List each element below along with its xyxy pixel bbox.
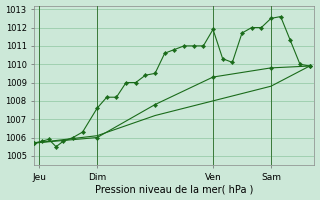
- X-axis label: Pression niveau de la mer( hPa ): Pression niveau de la mer( hPa ): [95, 184, 253, 194]
